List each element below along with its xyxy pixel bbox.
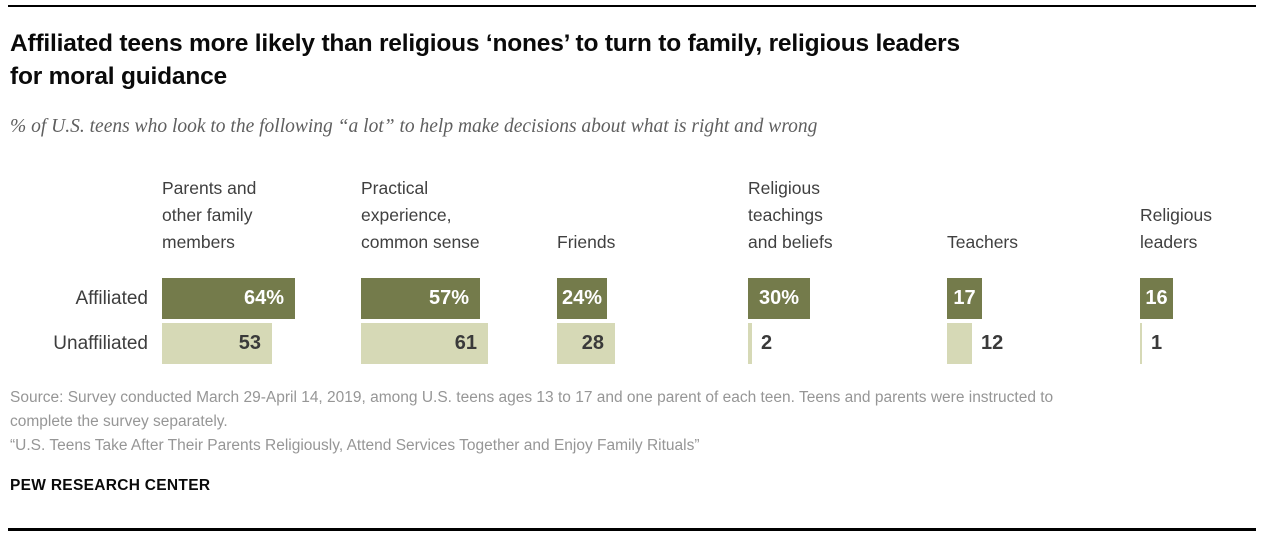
bottom-rule [8, 528, 1256, 531]
column-header: Friends [557, 232, 616, 252]
column-headers: Parents and other family members Practica… [0, 172, 1264, 256]
bar-value-label: 12 [981, 332, 1004, 354]
bar-unaffiliated-5 [1140, 323, 1142, 364]
bar-chart: Parents and other family members Practica… [0, 172, 1264, 364]
bar-affiliated-3: 30% [748, 278, 810, 319]
bar-value-label: 53 [238, 332, 261, 354]
chart-subtitle: % of U.S. teens who look to the followin… [10, 116, 818, 137]
bar-value-label: 61 [454, 332, 477, 354]
report-title: “U.S. Teens Take After Their Parents Rel… [10, 437, 700, 454]
column-header: Religious leaders [1140, 205, 1212, 252]
column-header: Teachers [947, 232, 1019, 252]
bar-value-label: 57% [428, 287, 469, 309]
bar-value-label: 1 [1151, 332, 1163, 354]
bar-affiliated-1: 57% [361, 278, 480, 319]
bar-unaffiliated-0: 53 [162, 323, 272, 364]
column-header: Parents and other family members [162, 178, 257, 252]
series-row-unaffiliated: Unaffiliated 53 61 28 2 12 1 [0, 323, 1264, 364]
bar-affiliated-5: 16 [1140, 278, 1173, 319]
source-note: Source: Survey conducted March 29-April … [10, 389, 1054, 430]
column-header: Practical experience, common sense [361, 178, 480, 252]
bar-value-label: 64% [243, 287, 284, 309]
bar-value-label: 30% [758, 287, 800, 309]
row-label: Unaffiliated [53, 333, 148, 354]
bar-affiliated-4: 17 [947, 278, 982, 319]
bar-value-label: 16 [1145, 287, 1168, 309]
bar-value-label: 24% [561, 287, 603, 309]
bar-unaffiliated-3 [748, 323, 752, 364]
bar-value-label: 17 [953, 287, 976, 309]
bar-affiliated-2: 24% [557, 278, 607, 319]
series-row-affiliated: Affiliated 64% 57% 24% 30% 17 16 [0, 278, 1264, 319]
column-header: Religious teachings and beliefs [748, 178, 833, 252]
bar-unaffiliated-4 [947, 323, 972, 364]
bar-unaffiliated-2: 28 [557, 323, 615, 364]
chart-title: Affiliated teens more likely than religi… [10, 30, 960, 90]
top-rule [8, 5, 1256, 7]
bar-affiliated-0: 64% [162, 278, 295, 319]
brand-label: PEW RESEARCH CENTER [10, 477, 211, 494]
row-label: Affiliated [75, 288, 148, 309]
bar-unaffiliated-1: 61 [361, 323, 488, 364]
bar-value-label: 2 [761, 332, 773, 354]
bar-value-label: 28 [581, 332, 604, 354]
